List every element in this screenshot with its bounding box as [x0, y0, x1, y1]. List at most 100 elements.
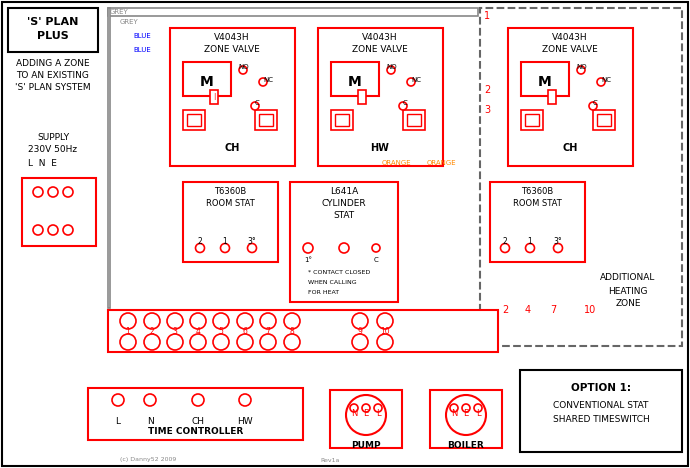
- Text: L  N  E: L N E: [28, 159, 57, 168]
- Circle shape: [33, 187, 43, 197]
- Text: N: N: [351, 409, 357, 417]
- Bar: [170, 28, 295, 166]
- Text: 10: 10: [584, 305, 596, 315]
- Text: 1°: 1°: [304, 257, 312, 263]
- Text: BOILER: BOILER: [448, 441, 484, 451]
- Text: HEATING: HEATING: [609, 286, 648, 295]
- Text: L: L: [115, 417, 121, 426]
- Text: CH: CH: [224, 143, 239, 153]
- Circle shape: [120, 334, 136, 350]
- Bar: [22, 178, 96, 246]
- Text: OPTION 1:: OPTION 1:: [571, 383, 631, 393]
- Circle shape: [577, 66, 585, 74]
- Bar: [88, 388, 303, 440]
- Text: N: N: [146, 417, 153, 426]
- Circle shape: [239, 66, 247, 74]
- Circle shape: [48, 187, 58, 197]
- Circle shape: [33, 225, 43, 235]
- Text: 7: 7: [550, 305, 556, 315]
- Circle shape: [346, 395, 386, 435]
- Text: 230V 50Hz: 230V 50Hz: [28, 146, 77, 154]
- Circle shape: [284, 334, 300, 350]
- Bar: [403, 110, 425, 130]
- Circle shape: [372, 244, 380, 252]
- Circle shape: [303, 243, 313, 253]
- Text: V4043H: V4043H: [214, 34, 250, 43]
- Text: 4: 4: [525, 305, 531, 315]
- Circle shape: [589, 102, 597, 110]
- Text: CH: CH: [192, 417, 204, 426]
- Circle shape: [251, 102, 259, 110]
- Bar: [108, 8, 478, 16]
- Text: 5: 5: [219, 327, 224, 336]
- Text: L: L: [375, 409, 380, 417]
- Text: 3°: 3°: [553, 237, 562, 247]
- Bar: [183, 110, 205, 130]
- Circle shape: [339, 243, 349, 253]
- Text: E: E: [364, 409, 368, 417]
- Text: C: C: [593, 100, 598, 106]
- Text: 9: 9: [357, 327, 362, 336]
- Text: C: C: [255, 100, 259, 106]
- Circle shape: [112, 394, 124, 406]
- Text: GREY: GREY: [110, 9, 129, 15]
- Circle shape: [237, 313, 253, 329]
- Circle shape: [190, 334, 206, 350]
- Text: PUMP: PUMP: [351, 441, 381, 451]
- Text: FOR HEAT: FOR HEAT: [308, 290, 339, 294]
- Circle shape: [237, 334, 253, 350]
- Text: CONVENTIONAL STAT: CONVENTIONAL STAT: [553, 402, 649, 410]
- Text: ORANGE: ORANGE: [382, 160, 412, 166]
- Bar: [593, 110, 615, 130]
- Circle shape: [350, 404, 358, 412]
- Text: ZONE: ZONE: [615, 300, 641, 308]
- Text: 1: 1: [484, 11, 490, 21]
- Text: 10: 10: [380, 327, 390, 336]
- Text: NC: NC: [601, 77, 611, 83]
- Bar: [548, 90, 556, 104]
- Text: GREY: GREY: [120, 19, 139, 25]
- Circle shape: [399, 102, 407, 110]
- Text: CYLINDER: CYLINDER: [322, 199, 366, 209]
- Text: |: |: [213, 94, 215, 101]
- Text: NC: NC: [263, 77, 273, 83]
- Circle shape: [260, 313, 276, 329]
- Text: HW: HW: [237, 417, 253, 426]
- Text: N: N: [451, 409, 457, 417]
- Circle shape: [352, 313, 368, 329]
- Text: M: M: [200, 75, 214, 89]
- Circle shape: [144, 334, 160, 350]
- Bar: [108, 310, 498, 352]
- Bar: [430, 390, 502, 448]
- Circle shape: [248, 243, 257, 253]
- Text: 2: 2: [197, 237, 202, 247]
- Circle shape: [63, 225, 73, 235]
- Circle shape: [474, 404, 482, 412]
- Text: PLUS: PLUS: [37, 31, 69, 41]
- Text: (c) Danny52 2009: (c) Danny52 2009: [120, 458, 177, 462]
- Bar: [597, 114, 611, 126]
- Text: 1: 1: [528, 237, 533, 247]
- Circle shape: [144, 394, 156, 406]
- Circle shape: [284, 313, 300, 329]
- Circle shape: [377, 313, 393, 329]
- Circle shape: [195, 243, 204, 253]
- Bar: [520, 370, 682, 452]
- Bar: [358, 90, 366, 104]
- Text: ZONE VALVE: ZONE VALVE: [204, 45, 260, 54]
- Text: 'S' PLAN: 'S' PLAN: [28, 17, 79, 27]
- Bar: [407, 114, 421, 126]
- Circle shape: [239, 394, 251, 406]
- Text: ROOM STAT: ROOM STAT: [206, 199, 255, 209]
- Text: 3: 3: [172, 327, 177, 336]
- Text: ZONE VALVE: ZONE VALVE: [542, 45, 598, 54]
- Bar: [331, 110, 353, 130]
- Bar: [330, 390, 402, 448]
- Text: ADDITIONAL: ADDITIONAL: [600, 273, 655, 283]
- Text: NC: NC: [411, 77, 421, 83]
- Text: 6: 6: [243, 327, 248, 336]
- Text: TO AN EXISTING: TO AN EXISTING: [17, 72, 90, 80]
- Text: ORANGE: ORANGE: [427, 160, 457, 166]
- Text: 2: 2: [502, 305, 508, 315]
- Bar: [259, 114, 273, 126]
